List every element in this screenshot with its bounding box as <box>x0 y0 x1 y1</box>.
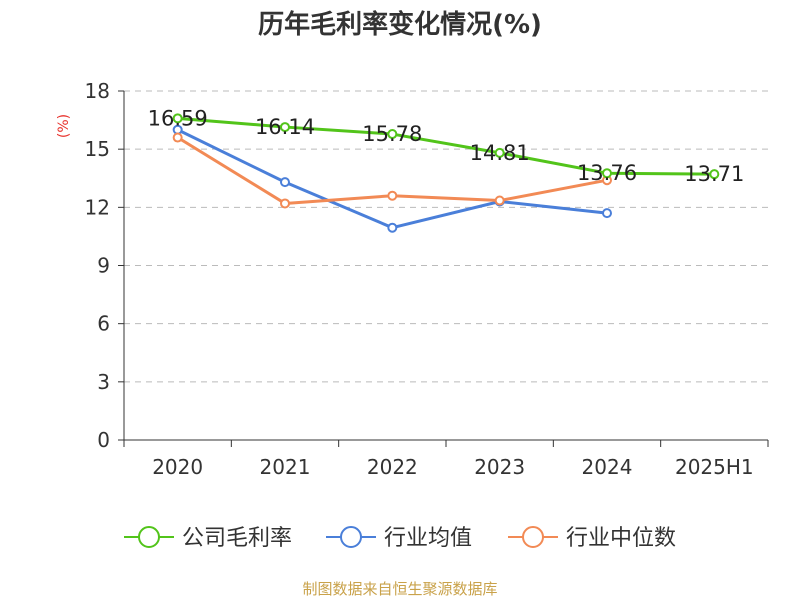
data-point-industry_median[interactable] <box>387 190 398 201</box>
data-point-company[interactable] <box>494 147 505 158</box>
y-tick-label: 3 <box>97 370 110 394</box>
data-point-industry_avg[interactable] <box>280 177 290 188</box>
data-point-industry_median[interactable] <box>494 195 505 206</box>
data-labels: 16.59 16.14 15.78 14.81 13.76 13.71 <box>148 106 745 186</box>
data-point-company[interactable] <box>709 169 720 180</box>
data-point-company[interactable] <box>172 113 183 124</box>
x-tick-label: 2022 <box>367 455 418 479</box>
y-tick-label: 0 <box>97 428 110 452</box>
data-label: 13.71 <box>684 162 744 186</box>
y-tick-label: 18 <box>85 79 110 103</box>
data-label: 16.14 <box>255 115 315 139</box>
data-label: 16.59 <box>148 106 208 130</box>
data-label: 15.78 <box>362 122 422 146</box>
x-tick-label: 2023 <box>474 455 525 479</box>
data-point-company[interactable] <box>602 168 612 179</box>
legend[interactable]: 公司毛利率 行业均值 行业中位数 <box>124 526 676 551</box>
y-tick-label: 9 <box>97 254 110 278</box>
legend-label: 公司毛利率 <box>182 526 292 551</box>
y-tick-label: 6 <box>97 312 110 336</box>
legend-item-industry_avg[interactable]: 行业均值 <box>326 526 472 551</box>
y-tick-label: 12 <box>85 195 110 219</box>
data-point-company[interactable] <box>387 129 398 140</box>
legend-marker-icon <box>138 526 160 548</box>
legend-item-company[interactable]: 公司毛利率 <box>124 526 292 551</box>
data-point-industry_avg[interactable] <box>602 208 612 219</box>
data-point-industry_median[interactable] <box>172 132 183 143</box>
legend-marker-icon <box>340 526 362 548</box>
x-tick-label: 2020 <box>152 455 203 479</box>
x-tick-label: 2024 <box>582 455 633 479</box>
series-lines <box>172 113 720 233</box>
data-label: 13.76 <box>577 161 637 185</box>
data-point-company[interactable] <box>280 122 290 133</box>
grid-lines <box>124 90 768 383</box>
y-axis-unit-label: (%) <box>56 114 72 138</box>
source-note: 制图数据来自恒生聚源数据库 <box>302 580 497 598</box>
data-point-industry_avg[interactable] <box>387 222 398 233</box>
y-tick-label: 15 <box>85 137 110 161</box>
legend-item-industry_median[interactable]: 行业中位数 <box>508 526 676 551</box>
series-line-company <box>176 116 716 176</box>
axes: 0 3 6 9 12 15 18 2020 2021 2022 2023 2024 2025H1 <box>85 79 769 479</box>
x-tick-label: 2021 <box>260 455 311 479</box>
legend-label: 行业中位数 <box>566 526 676 551</box>
data-point-industry_median[interactable] <box>280 198 290 209</box>
legend-marker-icon <box>522 526 544 548</box>
legend-label: 行业均值 <box>384 526 472 551</box>
chart-title: 历年毛利率变化情况(%) <box>258 9 542 40</box>
data-label: 14.81 <box>470 141 530 165</box>
x-tick-label: 2025H1 <box>675 455 754 479</box>
